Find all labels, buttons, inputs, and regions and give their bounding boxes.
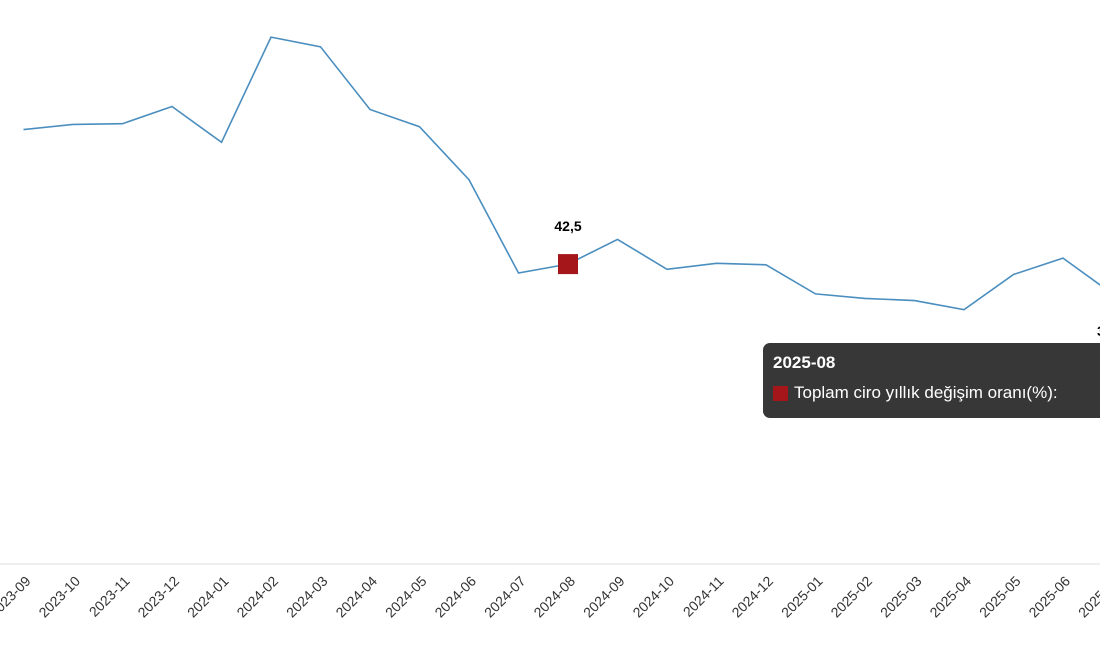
tooltip-title: 2025-08 [773,353,836,372]
x-tick-label: 2024-09 [580,573,628,621]
x-tick-label: 2025-05 [976,573,1024,621]
x-tick-label: 2024-08 [530,573,578,621]
tooltip-swatch [773,385,788,401]
x-tick-label: 2025-03 [877,573,925,621]
x-tick-label: 2024-11 [680,573,727,620]
highlight-marker[interactable] [558,254,578,275]
x-tick-label: 2025-04 [926,573,974,621]
data-label-partial: 3 [1097,323,1100,339]
x-tick-label: 2024-01 [184,573,232,621]
label-layer: 42,53 [554,218,1100,339]
tooltip: 2025-08 Toplam ciro yıllık değişim oranı… [763,343,1100,418]
x-tick-label: 2024-12 [728,573,776,621]
x-tick-label: 2024-10 [629,573,677,621]
x-tick-label: 2023-11 [86,573,133,620]
marker-layer [558,254,578,275]
x-tick-labels: 2023-082023-092023-102023-112023-122024-… [0,573,1100,621]
x-tick-label: 2024-02 [233,573,281,621]
x-tick-label: 2025-06 [1025,573,1073,621]
x-tick-label: 2025-02 [827,573,875,621]
x-tick-label: 2023-09 [0,573,34,621]
x-tick-label: 2023-12 [134,573,182,621]
x-tick-label: 2024-04 [332,573,380,621]
x-tick-label: 2025-01 [778,573,826,621]
x-tick-label: 2024-06 [431,573,479,621]
x-tick-label: 2023-10 [35,573,83,621]
tooltip-row: Toplam ciro yıllık değişim oranı(%): [773,382,1100,404]
x-tick-label: 2024-05 [382,573,430,621]
tooltip-series-label: Toplam ciro yıllık değişim oranı(%): [794,383,1058,402]
x-tick-label: 2025-07 [1075,573,1100,621]
x-tick-label: 2024-07 [481,573,529,621]
series-layer [23,36,1100,311]
series-line [23,36,1100,311]
x-tick-label: 2024-03 [283,573,331,621]
data-label: 42,5 [554,218,581,234]
